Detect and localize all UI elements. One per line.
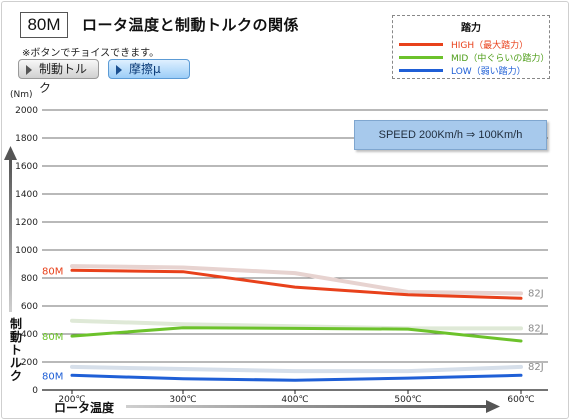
series-line-80m-low <box>70 373 523 382</box>
model-badge: 80M <box>20 12 68 38</box>
braking-torque-button[interactable]: 制動トルク <box>18 59 99 95</box>
x-tick-label: 300℃ <box>169 395 196 405</box>
x-axis-arrow-shaft <box>126 405 486 408</box>
x-tick-label: 200℃ <box>58 395 85 405</box>
x-axis-label: ロータ温度 <box>54 400 115 415</box>
series-end-label: 82J <box>528 323 544 334</box>
x-tick-label: 500℃ <box>394 395 421 405</box>
legend: 踏力 HIGH（最大踏力） MID（中ぐらいの踏力） LOW（弱い踏力） <box>392 15 550 79</box>
friction-mu-button[interactable]: 摩擦μ <box>108 59 190 79</box>
legend-label-mid: MID（中ぐらいの踏力） <box>451 54 550 64</box>
legend-swatch-low <box>399 69 443 72</box>
legend-item-mid: MID（中ぐらいの踏力） <box>399 51 549 64</box>
braking-torque-label: 制動トルク <box>39 62 88 95</box>
y-axis-arrow-shaft <box>9 160 12 312</box>
series-line-80m-mid <box>70 326 523 343</box>
y-axis-arrow-head <box>4 146 17 160</box>
chart-title: ロータ温度と制動トルクの関係 <box>82 16 300 34</box>
y-tick-label: 1400 <box>15 190 38 200</box>
series-start-label: 80M <box>42 332 63 343</box>
series-line-82j-low <box>70 364 523 374</box>
play-triangle-icon <box>116 65 122 75</box>
y-tick-label: 1800 <box>15 134 38 144</box>
legend-label-high: HIGH（最大踏力） <box>451 41 529 51</box>
y-tick-label: 2000 <box>15 106 38 116</box>
y-tick-label: 1200 <box>15 218 38 228</box>
series-start-label: 80M <box>42 266 63 277</box>
series-start-label: 80M <box>42 371 63 382</box>
legend-swatch-mid <box>399 56 443 59</box>
series-line-82j-high <box>70 264 523 296</box>
y-tick-label: 600 <box>21 302 38 312</box>
y-tick-label: 200 <box>21 358 38 368</box>
play-triangle-icon <box>26 65 32 75</box>
x-axis-arrow-head <box>486 400 500 413</box>
y-tick-label: 800 <box>21 274 38 284</box>
speed-annotation: SPEED 200Km/h ⇒ 100Km/h <box>354 120 547 150</box>
instruction-note: ※ボタンでチョイスできます。 <box>22 48 160 59</box>
legend-swatch-high <box>399 43 443 46</box>
y-unit-label: (Nm) <box>10 90 33 100</box>
y-tick-label: 1000 <box>15 246 38 256</box>
legend-label-low: LOW（弱い踏力） <box>451 67 526 77</box>
friction-mu-label: 摩擦μ <box>129 62 161 76</box>
legend-title: 踏力 <box>461 23 481 34</box>
series-line-80m-high <box>70 268 523 300</box>
legend-item-low: LOW（弱い踏力） <box>399 64 545 77</box>
x-tick-label: 400℃ <box>281 395 308 405</box>
x-tick-label: 600℃ <box>507 395 534 405</box>
legend-item-high: HIGH（最大踏力） <box>399 38 545 51</box>
y-tick-label: 1600 <box>15 162 38 172</box>
series-line-82j-mid <box>70 318 523 331</box>
y-tick-label: 0 <box>32 386 38 396</box>
y-tick-label: 400 <box>21 330 38 340</box>
series-end-label: 82J <box>528 288 544 299</box>
y-axis-label: 制動トルク <box>10 316 22 383</box>
series-end-label: 82J <box>528 362 544 373</box>
